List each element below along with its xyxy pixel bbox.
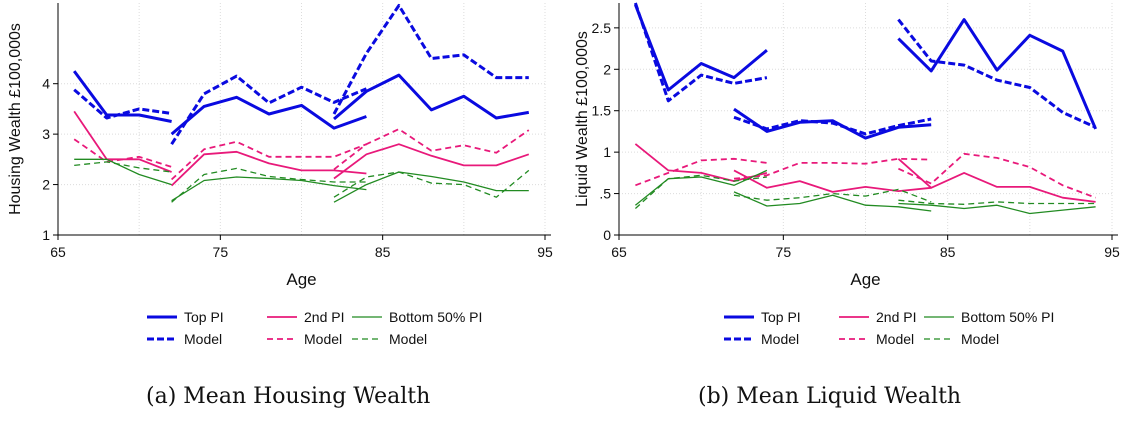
x-tick-label: 75 — [213, 244, 229, 260]
legend-label: Model — [876, 331, 914, 347]
series-line-second-model — [73, 138, 172, 168]
series-line-second-data — [170, 150, 367, 187]
series-line-bottom-model — [898, 199, 1096, 205]
series-line-second-model — [333, 128, 530, 171]
series-line-bottom-data — [171, 176, 367, 202]
x-tick-label: 65 — [50, 244, 66, 260]
x-tick-label: 95 — [1104, 244, 1120, 260]
y-tick-label: 2.5 — [592, 20, 612, 36]
series-line-bottom-data — [74, 158, 172, 186]
series-line-second-model — [898, 152, 1096, 199]
series-line-bottom-data — [634, 169, 768, 206]
x-tick-label: 85 — [375, 244, 391, 260]
y-tick-label: 2 — [603, 61, 611, 77]
legend-label: Model — [389, 331, 427, 347]
x-tick-label: 95 — [537, 244, 553, 260]
y-tick-label: 1.5 — [592, 103, 612, 119]
series-line-top-data — [897, 18, 1097, 130]
series-line-bottom-model — [333, 169, 530, 198]
y-tick-label: .5 — [599, 186, 611, 202]
legend-label: Top PI — [184, 309, 224, 325]
y-tick-label: 1 — [42, 227, 50, 243]
legend-label: 2nd PI — [304, 309, 344, 325]
x-tick-label: 85 — [940, 244, 956, 260]
legend-label: Bottom 50% PI — [389, 309, 482, 325]
legend-label: Top PI — [761, 309, 801, 325]
series-line-second-model — [733, 157, 932, 180]
legend-label: Model — [304, 331, 342, 347]
legend-label: Model — [761, 331, 799, 347]
series-line-top-data — [170, 95, 367, 136]
y-tick-label: 2 — [42, 177, 50, 193]
series-line-top-data — [733, 107, 932, 140]
series-line-bottom-model — [74, 161, 172, 173]
series-line-bottom-model — [171, 167, 367, 203]
legend-label: Model — [184, 331, 222, 347]
housing-wealth-chart: 1 2 3 4 65 75 85 95 Age Housing Wealth £100,000s T… — [7, 3, 553, 347]
y-axis-title: Housing Wealth £100,000s — [7, 23, 24, 215]
y-tick-label: 4 — [42, 76, 50, 92]
series-line-second-data — [733, 169, 932, 193]
legend-label: Model — [961, 331, 999, 347]
x-axis-title: Age — [850, 270, 880, 289]
caption-housing-wealth: (a) Mean Housing Wealth — [146, 384, 431, 409]
legend-label: Bottom 50% PI — [961, 309, 1054, 325]
legend-label: 2nd PI — [876, 309, 916, 325]
series-line-top-model — [897, 18, 1097, 129]
series-line-top-model — [170, 74, 367, 146]
x-tick-label: 75 — [776, 244, 792, 260]
series-line-top-data — [333, 73, 530, 121]
series-line-second-data — [897, 158, 1096, 203]
series-line-bottom-data — [898, 202, 1096, 215]
series-line-bottom-data — [733, 191, 932, 212]
y-tick-label: 1 — [603, 144, 611, 160]
y-tick-label: 3 — [42, 126, 50, 142]
series-line-second-model — [170, 140, 367, 181]
series-line-second-data — [73, 110, 172, 173]
y-axis-title: Liquid Wealth £100,000s — [574, 31, 591, 207]
series-line-top-data — [72, 70, 172, 123]
series-line-top-model — [73, 88, 172, 120]
series-line-top-model — [633, 2, 768, 103]
series-line-second-data — [333, 143, 530, 180]
series-line-bottom-data — [333, 171, 529, 203]
series-line-top-model — [332, 4, 529, 115]
series-line-top-model — [733, 115, 932, 136]
liquid-wealth-chart: 0 .5 1 1.5 2 2.5 65 75 85 95 Age Liquid Wealth £100… — [574, 2, 1120, 347]
x-axis-title: Age — [286, 270, 316, 289]
series-line-second-model — [635, 157, 768, 187]
series-line-bottom-model — [733, 188, 932, 203]
series-line-bottom-model — [634, 174, 767, 209]
y-tick-label: 0 — [603, 227, 611, 243]
x-tick-label: 65 — [611, 244, 627, 260]
series-line-top-data — [634, 4, 768, 92]
caption-liquid-wealth: (b) Mean Liquid Wealth — [698, 384, 962, 409]
